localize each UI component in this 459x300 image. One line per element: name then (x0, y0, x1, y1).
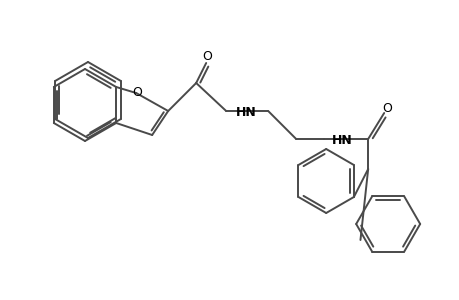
Text: O: O (202, 50, 212, 64)
Text: O: O (381, 101, 391, 115)
Text: HN: HN (331, 134, 352, 148)
Text: HN: HN (235, 106, 257, 119)
Text: O: O (132, 85, 142, 98)
